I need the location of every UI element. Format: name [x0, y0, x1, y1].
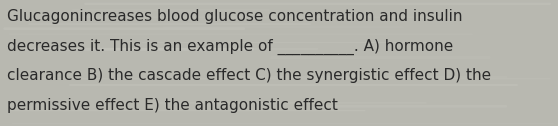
- Text: permissive effect E) the antagonistic effect: permissive effect E) the antagonistic ef…: [7, 98, 338, 113]
- Text: decreases it. This is an example of __________. A) hormone: decreases it. This is an example of ____…: [7, 38, 454, 55]
- Text: Glucagonincreases blood glucose concentration and insulin: Glucagonincreases blood glucose concentr…: [7, 9, 463, 24]
- Text: clearance B) the cascade effect C) the synergistic effect D) the: clearance B) the cascade effect C) the s…: [7, 68, 492, 83]
